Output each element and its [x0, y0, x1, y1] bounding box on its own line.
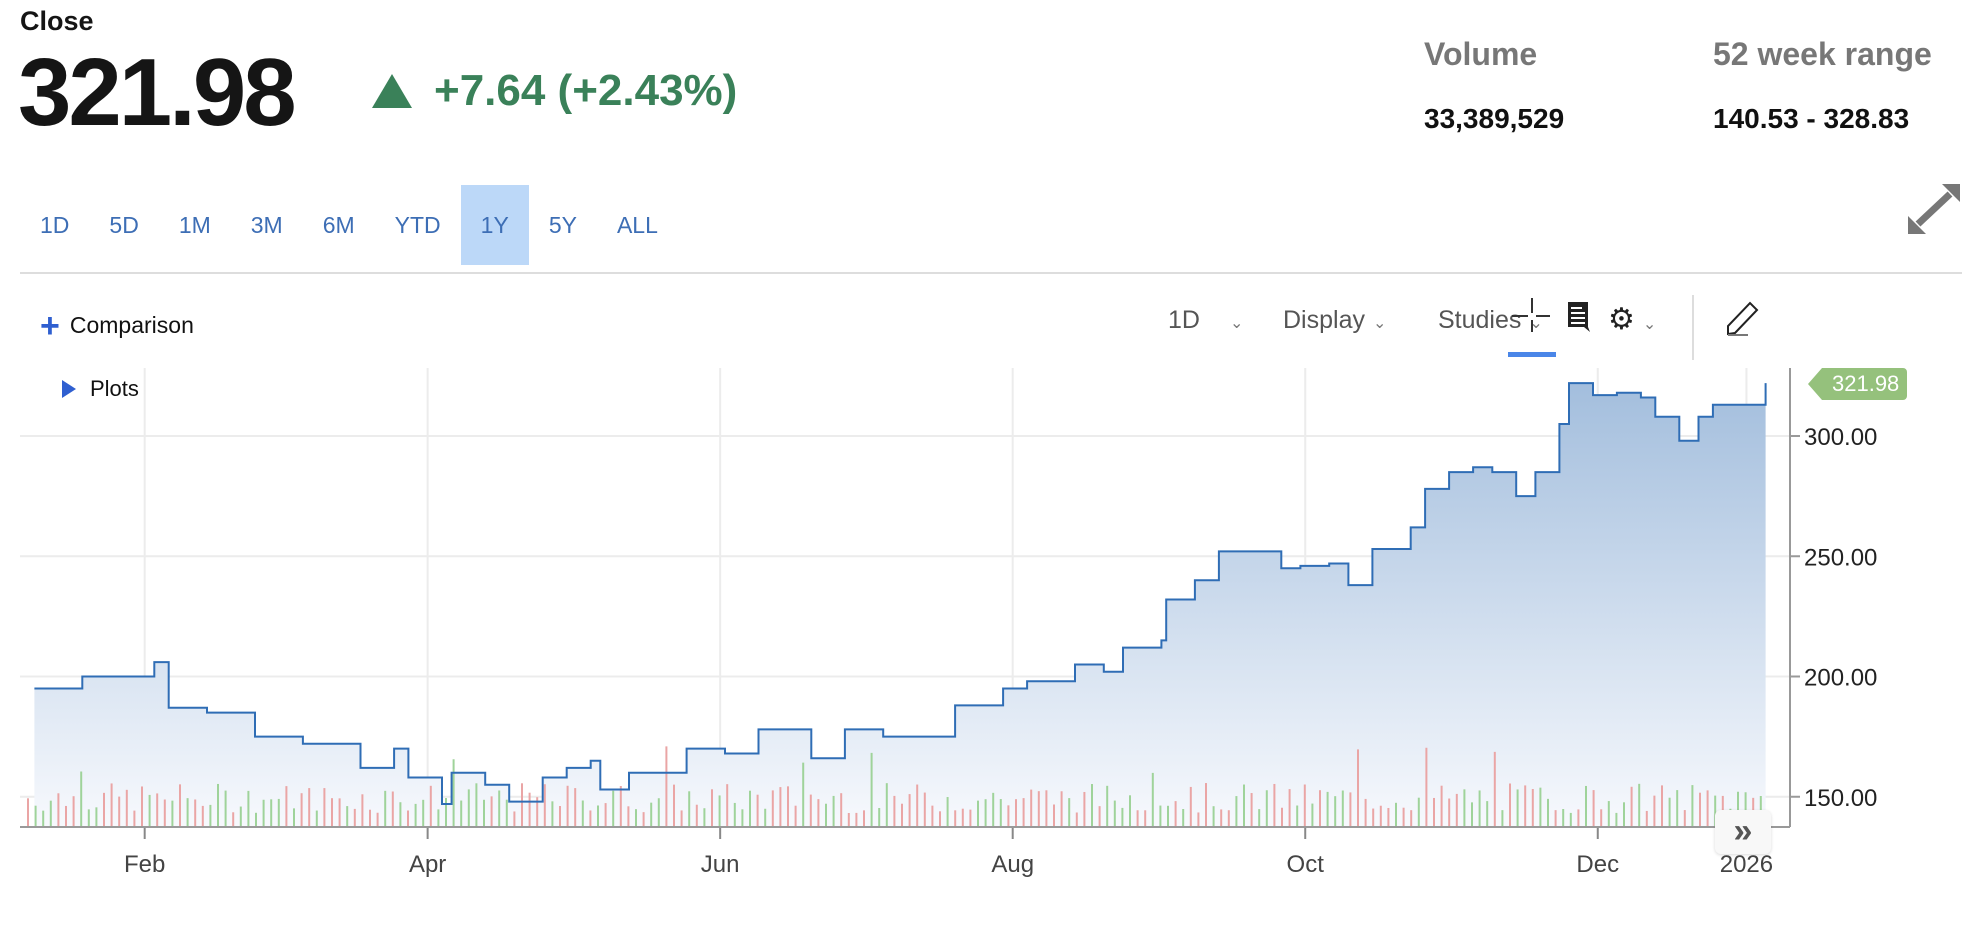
crosshair-icon[interactable] [1510, 298, 1554, 343]
display-label: Display [1283, 306, 1365, 334]
chevron-down-icon: ⌄ [1372, 315, 1387, 332]
change-value: +7.64 (+2.43%) [434, 66, 738, 115]
range-tab-3m[interactable]: 3M [250, 212, 283, 238]
close-label: Close [20, 6, 94, 36]
price-chart[interactable]: 150.00 200.00 250.00 300.00 Feb Apr Jun Aug Oct D… [0, 360, 1964, 936]
range-tab-5y[interactable]: 5Y [548, 212, 577, 238]
x-tick-label: Oct [1287, 851, 1325, 878]
price-change: +7.64 (+2.43%) [372, 66, 737, 116]
x-tick-label: 2026 [1720, 851, 1773, 878]
x-tick-label: Aug [991, 851, 1034, 878]
x-tick-label: Dec [1576, 851, 1619, 878]
plus-icon: + [40, 306, 60, 345]
y-tick-label: 150.00 [1804, 785, 1877, 812]
volume-label: Volume [1424, 36, 1538, 72]
triangle-right-icon [62, 380, 76, 398]
scroll-to-latest-button[interactable]: » [1715, 810, 1771, 854]
crosshair-active-indicator [1508, 352, 1556, 357]
studies-dropdown[interactable]: Studies ⌄ [1438, 306, 1543, 335]
toolbar-separator [1692, 295, 1694, 360]
price-area [34, 383, 1766, 827]
interval-label: 1D [1168, 306, 1200, 334]
range-label: 52 week range [1713, 36, 1932, 72]
comparison-button[interactable]: + Comparison [40, 306, 194, 345]
x-tick-label: Feb [124, 851, 165, 878]
volume-value: 33,389,529 [1424, 103, 1565, 134]
expand-icon[interactable] [1908, 184, 1960, 239]
range-tabs: 1D 5D 1M 3M 6M YTD 1Y 5Y ALL [20, 185, 678, 265]
x-tick-label: Apr [409, 851, 446, 878]
range-tab-6m[interactable]: 6M [322, 212, 355, 238]
plots-toggle[interactable]: Plots [62, 376, 139, 402]
range-tab-1m[interactable]: 1M [178, 212, 211, 238]
range-tab-5d[interactable]: 5D [109, 212, 139, 238]
comparison-label: Comparison [69, 312, 194, 338]
last-price-tag: 321.98 [1807, 368, 1908, 400]
price-line [34, 382, 1767, 805]
comment-icon[interactable] [1568, 302, 1590, 337]
y-tick-label: 200.00 [1804, 665, 1877, 692]
interval-dropdown[interactable]: 1D ⌄ [1168, 306, 1243, 335]
last-price: 321.98 [18, 39, 297, 146]
range-tab-1y[interactable]: 1Y [460, 185, 529, 265]
range-tab-ytd[interactable]: YTD [394, 212, 441, 238]
range-tab-all[interactable]: ALL [616, 212, 658, 238]
settings-button[interactable]: ⚙ ⌄ [1608, 302, 1656, 337]
y-tick-label: 300.00 [1804, 424, 1877, 451]
x-tick-label: Jun [701, 851, 740, 878]
range-value: 140.53 - 328.83 [1713, 103, 1910, 134]
y-tick-label: 250.00 [1804, 544, 1877, 571]
up-triangle-icon [372, 74, 412, 108]
display-dropdown[interactable]: Display ⌄ [1283, 306, 1386, 335]
divider [20, 272, 1962, 274]
chevron-down-icon: ⌄ [1229, 315, 1244, 332]
studies-label: Studies [1438, 306, 1522, 334]
plots-label: Plots [90, 376, 139, 401]
gear-icon: ⚙ [1608, 303, 1635, 336]
draw-pencil-icon[interactable] [1724, 300, 1764, 343]
range-tab-1d[interactable]: 1D [40, 212, 70, 238]
chevron-down-icon: ⌄ [1642, 316, 1657, 333]
